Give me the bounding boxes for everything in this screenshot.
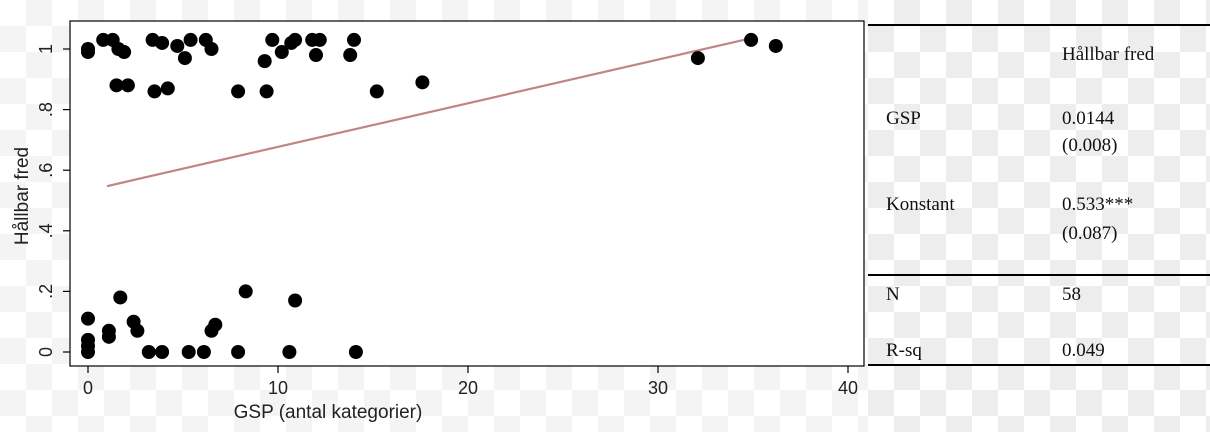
data-point [147,84,162,99]
data-point [208,317,223,332]
x-tick-label: 10 [268,378,288,398]
gsp-standard-error: (0.008) [1062,135,1118,156]
data-point [81,311,95,326]
data-point [113,290,128,305]
row-label-gsp: GSP [886,108,921,129]
data-point [183,32,198,47]
data-point [288,293,303,308]
x-axis-title: GSP (antal kategorier) [234,402,423,423]
data-point [274,45,289,60]
y-tick-label: 1 [36,44,56,54]
data-point [347,32,361,47]
data-point [238,284,253,299]
x-tick-label: 30 [648,378,668,398]
data-point [690,51,705,66]
table-mid-rule [868,274,1210,276]
data-point [288,32,303,47]
data-point [369,84,384,99]
y-tick-label: .8 [36,102,56,117]
konstant-coefficient: 0.533*** [1062,194,1134,215]
data-point [196,345,211,359]
data-point [130,323,145,338]
data-point [177,51,192,66]
data-point [312,32,327,47]
data-point [309,48,323,63]
data-point [231,345,246,359]
data-point [170,38,185,53]
x-tick-label: 0 [83,378,93,398]
data-point [415,75,430,90]
gsp-coefficient: 0.0144 [1062,108,1115,129]
n-value: 58 [1062,284,1081,305]
r-sq-value: 0.049 [1062,340,1105,361]
konstant-standard-error: (0.087) [1062,223,1118,244]
data-point [155,35,170,50]
data-point [117,45,132,60]
scatter-chart: 0 10 20 30 40 0 .2 .4 .6 .8 1 GSP (antal kategorier… [12,20,865,423]
table-background-pattern [868,0,1210,432]
y-tick-label: .4 [36,223,56,238]
x-tick-label: 40 [838,378,858,398]
table-header-hallbar-fred: Hållbar fred [1062,44,1155,65]
data-point [768,38,783,53]
table-bottom-rule [868,364,1210,366]
table-top-rule [868,24,1210,26]
row-label-r-sq: R-sq [886,340,922,361]
y-tick-label: .2 [36,284,56,299]
data-point [141,345,156,359]
data-point [155,345,170,359]
x-tick-label: 20 [458,378,478,398]
row-label-konstant: Konstant [886,194,955,215]
data-point [101,329,116,344]
data-point [204,42,219,56]
data-point [348,345,363,359]
data-point [120,78,135,93]
data-point [744,32,759,47]
data-point [343,48,358,63]
data-point [181,345,196,359]
data-point [81,345,95,359]
row-label-n: N [886,284,900,305]
data-point [282,345,297,359]
y-axis-title: Hållbar fred [12,147,33,245]
data-point [231,84,246,99]
fit-line [106,36,754,188]
data-point [265,32,280,47]
plot-frame [69,20,865,367]
data-point [109,78,124,93]
data-point [81,42,95,56]
y-tick-label: .6 [36,163,56,178]
data-point [257,54,272,69]
data-point [160,81,175,96]
y-tick-label: 0 [36,347,56,357]
data-point [259,84,274,99]
